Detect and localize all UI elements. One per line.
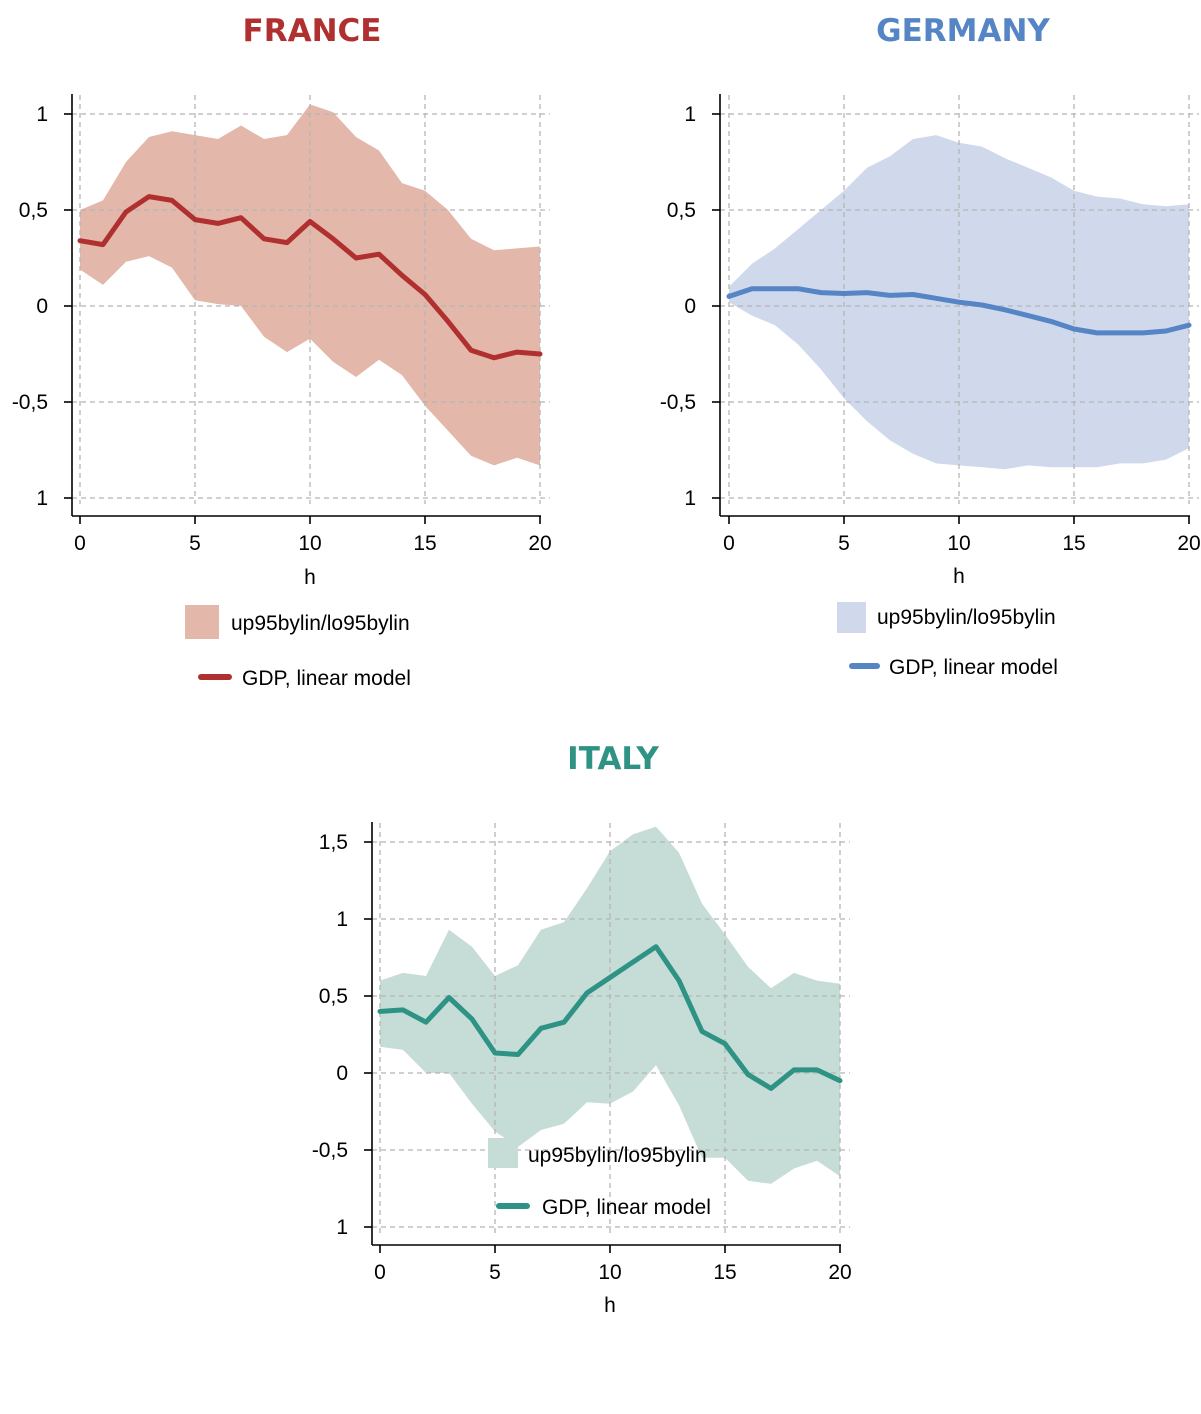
- legend-line-label: GDP, linear model: [542, 1196, 711, 1219]
- x-tick-label: 20: [828, 1261, 851, 1284]
- legend: up95bylin/lo95bylin GDP, linear model: [185, 605, 411, 690]
- legend-line-label: GDP, linear model: [889, 656, 1058, 679]
- x-tick-label: 0: [374, 1261, 386, 1284]
- x-tick-label: 5: [489, 1261, 501, 1284]
- y-tick-label: 0,5: [319, 985, 348, 1008]
- y-tick-label: 0: [36, 295, 48, 318]
- y-tick-label: 0: [336, 1062, 348, 1085]
- y-tick-label: 1: [336, 908, 348, 931]
- legend: up95bylin/lo95bylin GDP, linear model: [837, 602, 1058, 679]
- x-tick-label: 10: [298, 532, 321, 555]
- x-tick-label: 5: [189, 532, 201, 555]
- x-tick-label: 20: [528, 532, 551, 555]
- x-axis-label: h: [604, 1294, 616, 1317]
- gdp-line: [377, 944, 843, 1091]
- y-tick-label: -0,5: [12, 391, 48, 414]
- x-tick-label: 20: [1177, 532, 1200, 555]
- y-tick-label: -0,5: [660, 391, 696, 414]
- legend-band-swatch: [185, 605, 219, 639]
- legend-line-label: GDP, linear model: [242, 667, 411, 690]
- legend-band-swatch: [488, 1138, 518, 1168]
- y-tick-label: 1: [36, 487, 48, 510]
- chart-title: FRANCE: [243, 13, 382, 49]
- legend: up95bylin/lo95bylin GDP, linear model: [488, 1138, 711, 1219]
- y-tick-label: 0: [684, 295, 696, 318]
- gdp-line: [77, 194, 543, 361]
- y-tick-label: 1,5: [319, 831, 348, 854]
- legend-band-label: up95bylin/lo95bylin: [231, 612, 410, 635]
- chart-title: GERMANY: [876, 13, 1050, 49]
- gdp-line: [726, 286, 1192, 336]
- x-axis-label: h: [953, 565, 965, 588]
- chart-title: ITALY: [567, 741, 659, 777]
- x-tick-label: 0: [74, 532, 86, 555]
- x-tick-label: 15: [713, 1261, 736, 1284]
- x-tick-label: 10: [598, 1261, 621, 1284]
- legend-band-label: up95bylin/lo95bylin: [877, 606, 1056, 629]
- y-tick-label: -0,5: [312, 1139, 348, 1162]
- y-tick-label: 1: [336, 1216, 348, 1239]
- y-tick-label: 0,5: [667, 199, 696, 222]
- legend-band-label: up95bylin/lo95bylin: [528, 1144, 707, 1167]
- x-tick-label: 15: [413, 532, 436, 555]
- x-tick-label: 15: [1062, 532, 1085, 555]
- x-tick-label: 5: [838, 532, 850, 555]
- legend-band-swatch: [837, 602, 866, 633]
- x-tick-label: 10: [947, 532, 970, 555]
- y-tick-label: 1: [36, 103, 48, 126]
- x-tick-label: 0: [723, 532, 735, 555]
- y-tick-label: 1: [684, 103, 696, 126]
- x-axis-label: h: [304, 566, 316, 589]
- y-tick-label: 0,5: [19, 199, 48, 222]
- y-tick-label: 1: [684, 487, 696, 510]
